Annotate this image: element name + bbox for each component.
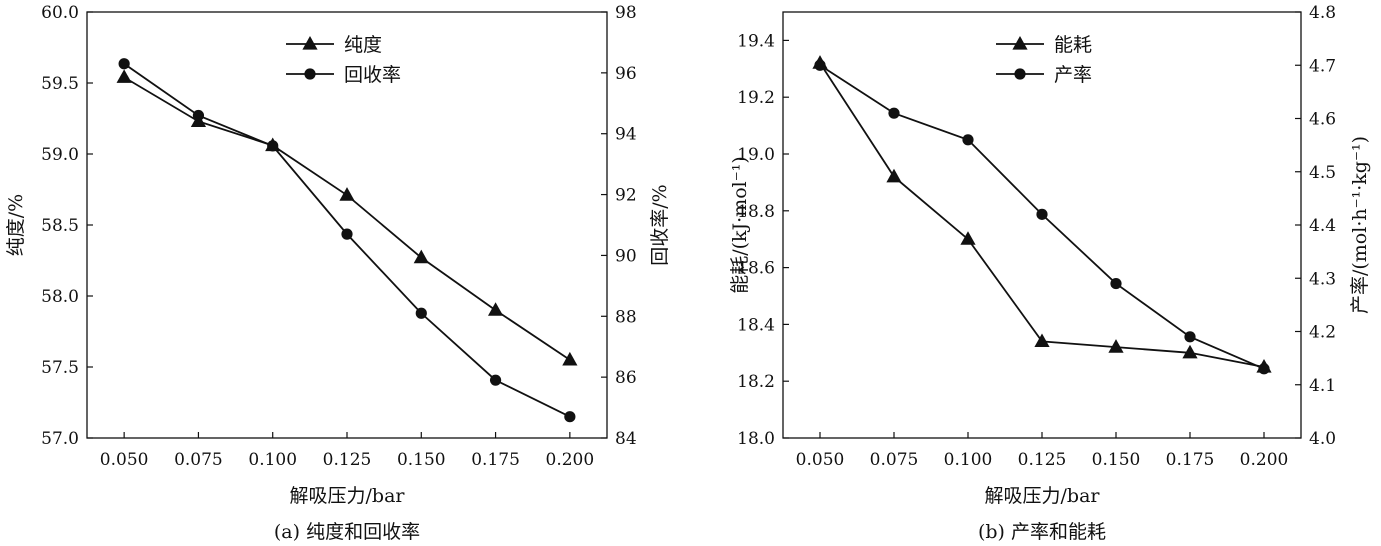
- y-left-axis-label: 纯度/%: [5, 194, 27, 256]
- y-right-tick-label: 4.1: [1309, 376, 1336, 396]
- x-axis-label: 解吸压力/bar: [985, 485, 1101, 507]
- data-point-triangle: [116, 69, 132, 83]
- data-point-circle: [814, 59, 826, 71]
- data-point-circle: [1184, 331, 1196, 343]
- y-left-tick-label: 59.5: [41, 74, 79, 94]
- data-point-triangle: [562, 351, 578, 366]
- x-tick-label: 0.200: [1240, 450, 1289, 470]
- data-point-triangle: [1034, 333, 1050, 348]
- data-point-triangle: [339, 187, 355, 201]
- y-right-tick-label: 86: [615, 368, 637, 388]
- y-left-tick-label: 18.0: [737, 429, 775, 449]
- y-left-tick-label: 58.5: [41, 216, 79, 236]
- data-point-circle: [341, 228, 353, 240]
- y-left-tick-label: 19.0: [737, 145, 775, 165]
- y-left-tick-label: 57.0: [41, 429, 79, 449]
- y-right-tick-label: 4.7: [1309, 56, 1336, 76]
- y-right-tick-label: 90: [615, 246, 637, 266]
- y-right-tick-label: 4.2: [1309, 323, 1336, 343]
- data-point-triangle: [413, 249, 429, 264]
- y-right-tick-label: 84: [615, 429, 637, 449]
- data-point-circle: [192, 109, 205, 122]
- x-tick-label: 0.050: [796, 450, 845, 470]
- y-right-axis-label: 产率/(mol·h⁻¹·kg⁻¹): [1349, 136, 1371, 314]
- legend-marker-circle: [1014, 68, 1026, 80]
- x-tick-label: 0.050: [100, 450, 149, 470]
- y-right-tick-label: 4.5: [1309, 163, 1336, 183]
- y-right-tick-label: 4.3: [1309, 269, 1336, 289]
- y-left-tick-label: 18.6: [737, 259, 775, 279]
- chart-caption: (b) 产率和能耗: [978, 521, 1106, 543]
- data-point-circle: [415, 307, 427, 319]
- data-point-circle: [489, 374, 502, 386]
- data-point-triangle: [487, 302, 504, 316]
- legend-label: 产率: [1054, 64, 1092, 86]
- data-point-circle: [1258, 363, 1270, 375]
- y-left-axis-label: 能耗/(kJ·mol⁻¹): [729, 156, 751, 294]
- y-left-tick-label: 58.0: [41, 287, 79, 307]
- x-tick-label: 0.125: [323, 450, 372, 470]
- y-right-tick-label: 4.4: [1309, 216, 1336, 236]
- y-right-tick-label: 96: [615, 64, 637, 84]
- y-left-tick-label: 18.8: [737, 202, 775, 222]
- legend-marker-triangle: [1012, 36, 1028, 50]
- x-tick-label: 0.175: [1166, 450, 1215, 470]
- data-point-triangle: [960, 231, 976, 245]
- legend-label: 能耗: [1054, 34, 1092, 56]
- series-line-triangle: [123, 76, 571, 361]
- y-left-tick-label: 18.2: [737, 372, 775, 392]
- legend-marker-triangle: [302, 36, 318, 50]
- x-tick-label: 0.125: [1018, 450, 1067, 470]
- data-point-circle: [118, 58, 130, 70]
- y-right-tick-label: 88: [615, 307, 637, 327]
- x-tick-label: 0.075: [870, 450, 919, 470]
- legend-label: 纯度: [344, 34, 382, 56]
- data-point-circle: [1036, 208, 1048, 220]
- y-right-tick-label: 4.0: [1309, 429, 1336, 449]
- y-left-tick-label: 60.0: [41, 3, 79, 23]
- legend-label: 回收率: [344, 64, 401, 86]
- x-tick-label: 0.100: [248, 450, 297, 470]
- data-point-triangle: [886, 168, 902, 183]
- x-tick-label: 0.100: [944, 450, 993, 470]
- y-right-tick-label: 94: [615, 125, 637, 145]
- x-tick-label: 0.150: [397, 450, 446, 470]
- y-right-tick-label: 4.6: [1309, 110, 1336, 130]
- data-point-circle: [962, 134, 974, 146]
- data-point-triangle: [1108, 339, 1124, 353]
- plot-frame: [782, 11, 1302, 439]
- y-left-tick-label: 59.0: [41, 145, 79, 165]
- x-tick-label: 0.150: [1092, 450, 1141, 470]
- y-left-tick-label: 19.4: [737, 31, 775, 51]
- x-axis-label: 解吸压力/bar: [290, 485, 406, 507]
- data-point-circle: [564, 411, 576, 423]
- y-left-tick-label: 57.5: [41, 358, 79, 378]
- chart-caption: (a) 纯度和回收率: [274, 521, 420, 543]
- y-right-axis-label: 回收率/%: [649, 184, 671, 265]
- data-point-triangle: [1182, 344, 1198, 359]
- chart-a: 0.050 0.075 0.100 0.125 0.150 0.175 0.200 57.0 5…: [5, 3, 671, 543]
- data-point-circle: [267, 140, 279, 152]
- y-right-tick-label: 98: [615, 3, 637, 23]
- y-left-tick-label: 18.4: [737, 315, 775, 335]
- x-tick-label: 0.175: [471, 450, 520, 470]
- x-tick-label: 0.075: [174, 450, 223, 470]
- legend-marker-circle: [304, 68, 316, 80]
- data-point-circle: [888, 107, 900, 119]
- y-left-tick-label: 19.2: [737, 88, 775, 108]
- y-right-tick-label: 92: [615, 186, 637, 206]
- chart-b: 0.050 0.075 0.100 0.125 0.150 0.175 0.200 18.0 1…: [729, 3, 1371, 543]
- data-point-circle: [1110, 277, 1122, 290]
- x-tick-label: 0.200: [546, 450, 595, 470]
- y-right-tick-label: 4.8: [1309, 3, 1336, 23]
